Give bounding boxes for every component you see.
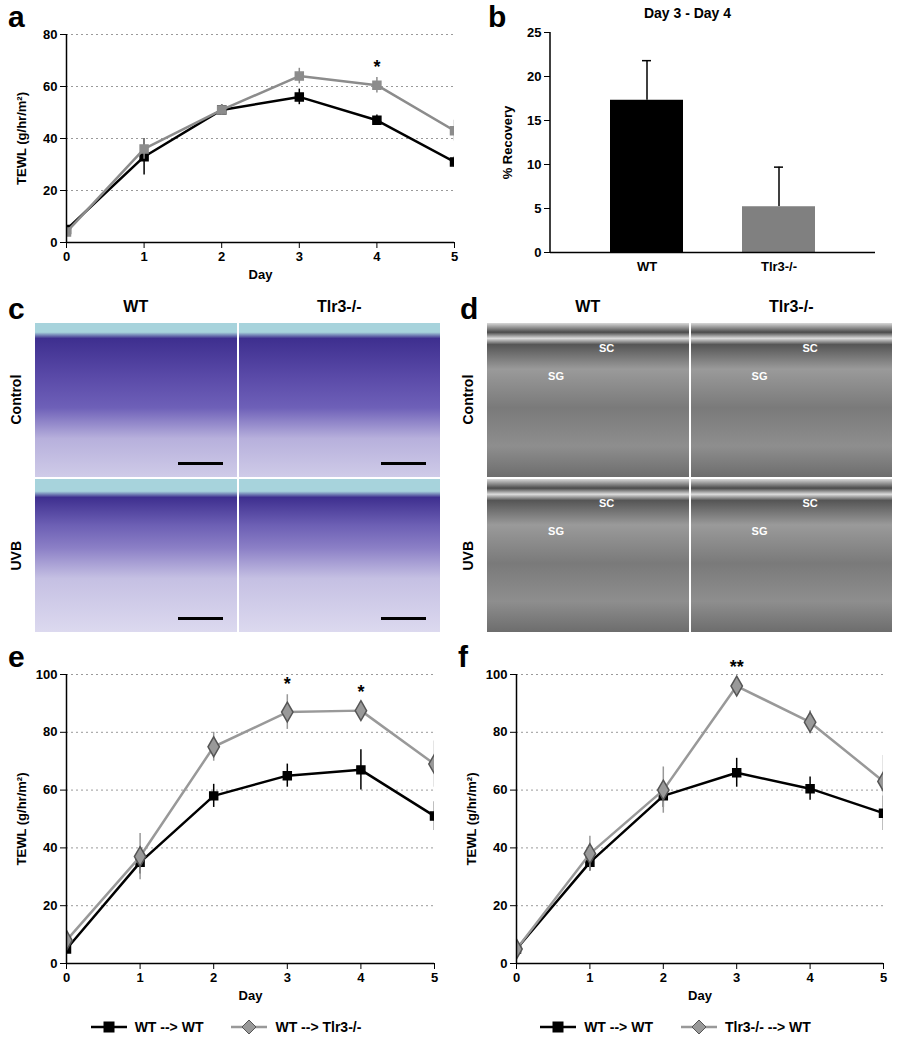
html-text:SC: SC — [802, 341, 818, 354]
svg-text:0: 0 — [50, 956, 57, 971]
svg-text:Day: Day — [249, 267, 274, 282]
html-text:WT --> WT: WT --> WT — [134, 1019, 204, 1035]
html-text:SC: SC — [598, 497, 615, 510]
svg-text:60: 60 — [43, 782, 57, 797]
svg-text:WT: WT — [637, 259, 657, 274]
svg-text:Day: Day — [239, 988, 264, 1003]
svg-text:Tlr3-/-: Tlr3-/- — [761, 259, 797, 274]
svg-text:3: 3 — [296, 249, 303, 264]
svg-text:0: 0 — [534, 245, 541, 260]
html-text:e: e — [8, 640, 25, 673]
svg-text:20: 20 — [493, 898, 507, 913]
svg-text:4: 4 — [373, 249, 381, 264]
svg-text:**: ** — [730, 657, 744, 677]
html-text:Day 3 - Day 4: Day 3 - Day 4 — [643, 5, 732, 21]
svg-text:2: 2 — [218, 249, 225, 264]
svg-text:4: 4 — [806, 970, 814, 985]
svg-text:2: 2 — [210, 970, 217, 985]
svg-text:*: * — [373, 57, 380, 77]
html-text:Tlr3-/- --> WT: Tlr3-/- --> WT — [724, 1019, 811, 1035]
svg-text:TEWL (g/hr/m²): TEWL (g/hr/m²) — [14, 92, 29, 185]
svg-text:1: 1 — [136, 970, 143, 985]
svg-text:Day: Day — [688, 988, 713, 1003]
svg-text:0: 0 — [63, 249, 70, 264]
html-text:UVB: UVB — [460, 540, 476, 570]
html-text:UVB: UVB — [8, 540, 24, 570]
html-text:WT --> WT: WT --> WT — [584, 1019, 653, 1035]
svg-text:20: 20 — [43, 898, 57, 913]
html-text:SG: SG — [548, 525, 564, 538]
svg-text:80: 80 — [43, 724, 57, 739]
svg-text:40: 40 — [43, 131, 57, 146]
svg-text:5: 5 — [880, 970, 887, 985]
html-text:SG: SG — [751, 369, 768, 382]
svg-text:5: 5 — [451, 249, 458, 264]
svg-text:20: 20 — [43, 183, 57, 198]
svg-text:3: 3 — [733, 970, 740, 985]
html-text:WT: WT — [575, 298, 601, 315]
html-text:SG: SG — [548, 369, 564, 382]
svg-text:10: 10 — [527, 157, 541, 172]
svg-text:60: 60 — [493, 782, 507, 797]
html-text:Control: Control — [8, 374, 24, 425]
svg-text:40: 40 — [493, 840, 507, 855]
svg-text:% Recovery: % Recovery — [500, 105, 515, 179]
svg-text:5: 5 — [431, 970, 438, 985]
html-text:f: f — [458, 640, 468, 673]
html-text:WT: WT — [123, 298, 149, 315]
svg-text:4: 4 — [357, 970, 365, 985]
svg-text:100: 100 — [486, 667, 508, 682]
svg-text:15: 15 — [527, 113, 541, 128]
html-text:a: a — [8, 0, 25, 33]
html-text:c: c — [8, 292, 25, 325]
svg-text:40: 40 — [43, 840, 57, 855]
svg-text:0: 0 — [500, 956, 507, 971]
html-text:WT --> Tlr3-/-: WT --> Tlr3-/- — [275, 1019, 362, 1035]
svg-text:20: 20 — [527, 69, 541, 84]
svg-text:0: 0 — [63, 970, 70, 985]
svg-text:0: 0 — [50, 235, 57, 250]
html-text:Control: Control — [460, 374, 476, 425]
svg-text:3: 3 — [284, 970, 291, 985]
svg-text:*: * — [284, 674, 291, 694]
svg-text:2: 2 — [660, 970, 667, 985]
html-text:Tlr3-/-: Tlr3-/- — [317, 298, 362, 315]
svg-text:1: 1 — [586, 970, 593, 985]
svg-text:80: 80 — [43, 27, 57, 42]
html-text:b: b — [488, 0, 507, 33]
svg-text:TEWL (g/hr/m²): TEWL (g/hr/m²) — [14, 773, 29, 866]
html-text:Tlr3-/-: Tlr3-/- — [769, 298, 814, 315]
svg-text:60: 60 — [43, 79, 57, 94]
html-text:SC: SC — [802, 497, 818, 510]
svg-text:100: 100 — [36, 667, 58, 682]
svg-text:1: 1 — [140, 249, 147, 264]
html-text:d: d — [460, 292, 479, 325]
svg-text:5: 5 — [534, 201, 541, 216]
html-text:SC: SC — [598, 341, 615, 354]
svg-text:TEWL (g/hr/m²): TEWL (g/hr/m²) — [464, 773, 479, 866]
svg-text:80: 80 — [493, 724, 507, 739]
svg-text:0: 0 — [513, 970, 520, 985]
svg-text:*: * — [357, 682, 364, 702]
html-text:SG: SG — [751, 525, 768, 538]
svg-text:25: 25 — [527, 25, 541, 40]
